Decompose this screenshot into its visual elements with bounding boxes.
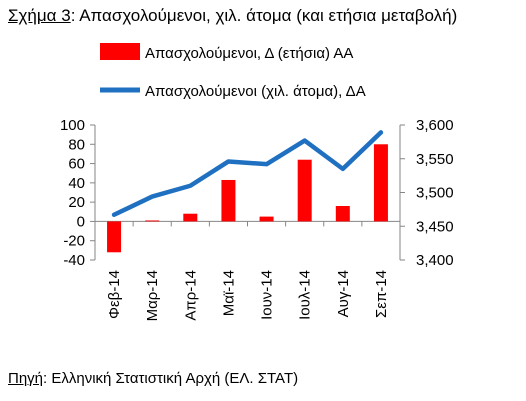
bar xyxy=(335,206,350,222)
right-axis-tick-label: 3,400 xyxy=(416,252,454,269)
chart-title-label: Σχήμα 3 xyxy=(8,6,71,25)
right-axis-tick-label: 3,450 xyxy=(416,218,454,235)
category-label: Ιουλ-14 xyxy=(297,270,314,320)
source-text: : Ελληνική Στατιστική Αρχή (ΕΛ. ΣΤΑΤ) xyxy=(43,370,299,387)
left-axis-tick-label: 40 xyxy=(68,175,85,192)
bar xyxy=(183,213,198,222)
category-label: Σεπ-14 xyxy=(373,270,390,318)
category-label: Ιουν-14 xyxy=(259,270,276,320)
chart-title-text: : Απασχολούμενοι, χιλ. άτομα (και ετήσια… xyxy=(70,6,458,25)
source-label: Πηγή xyxy=(8,370,44,387)
right-axis-tick-label: 3,500 xyxy=(416,185,454,202)
category-label: Μαϊ-14 xyxy=(220,270,237,316)
bar xyxy=(145,220,160,222)
line-path xyxy=(111,130,384,218)
chart-title: Σχήμα 3: Απασχολούμενοι, χιλ. άτομα (και… xyxy=(8,6,457,26)
left-axis-tick-label: 20 xyxy=(68,194,85,211)
legend-bar-swatch xyxy=(100,43,140,60)
left-axis-tick-label: -40 xyxy=(63,252,85,269)
category-label: Αυγ-14 xyxy=(335,270,352,317)
bar xyxy=(107,221,122,253)
bars xyxy=(107,144,388,253)
category-label: Απρ-14 xyxy=(182,270,199,321)
legend: Απασχολούμενοι, Δ (ετήσια) ΑΑ Απασχολούμ… xyxy=(100,43,366,100)
tick-labels: -40 -20 0 20 40 60 80 100 3,400 3,450 3,500 3,550 3,… xyxy=(60,117,454,321)
bar xyxy=(259,216,274,222)
left-axis-tick-label: -20 xyxy=(63,233,85,250)
axes xyxy=(90,124,405,261)
left-axis-tick-label: 0 xyxy=(77,213,85,230)
left-axis-tick-label: 80 xyxy=(68,136,85,153)
bar xyxy=(373,144,388,222)
source-note: Πηγή: Ελληνική Στατιστική Αρχή (ΕΛ. ΣΤΑΤ… xyxy=(8,370,298,387)
legend-line-label: Απασχολούμενοι (χιλ. άτομα), ΔΑ xyxy=(145,83,366,100)
bar xyxy=(221,179,236,222)
left-axis-tick-label: 60 xyxy=(68,156,85,173)
category-label: Φεβ-14 xyxy=(106,270,123,319)
right-axis-tick-label: 3,550 xyxy=(416,151,454,168)
right-axis-tick-label: 3,600 xyxy=(416,117,454,134)
legend-bar-label: Απασχολούμενοι, Δ (ετήσια) ΑΑ xyxy=(145,45,353,62)
left-axis-tick-label: 100 xyxy=(60,117,85,134)
bar xyxy=(297,159,312,222)
line-series xyxy=(111,130,384,218)
category-label: Μαρ-14 xyxy=(144,270,161,321)
